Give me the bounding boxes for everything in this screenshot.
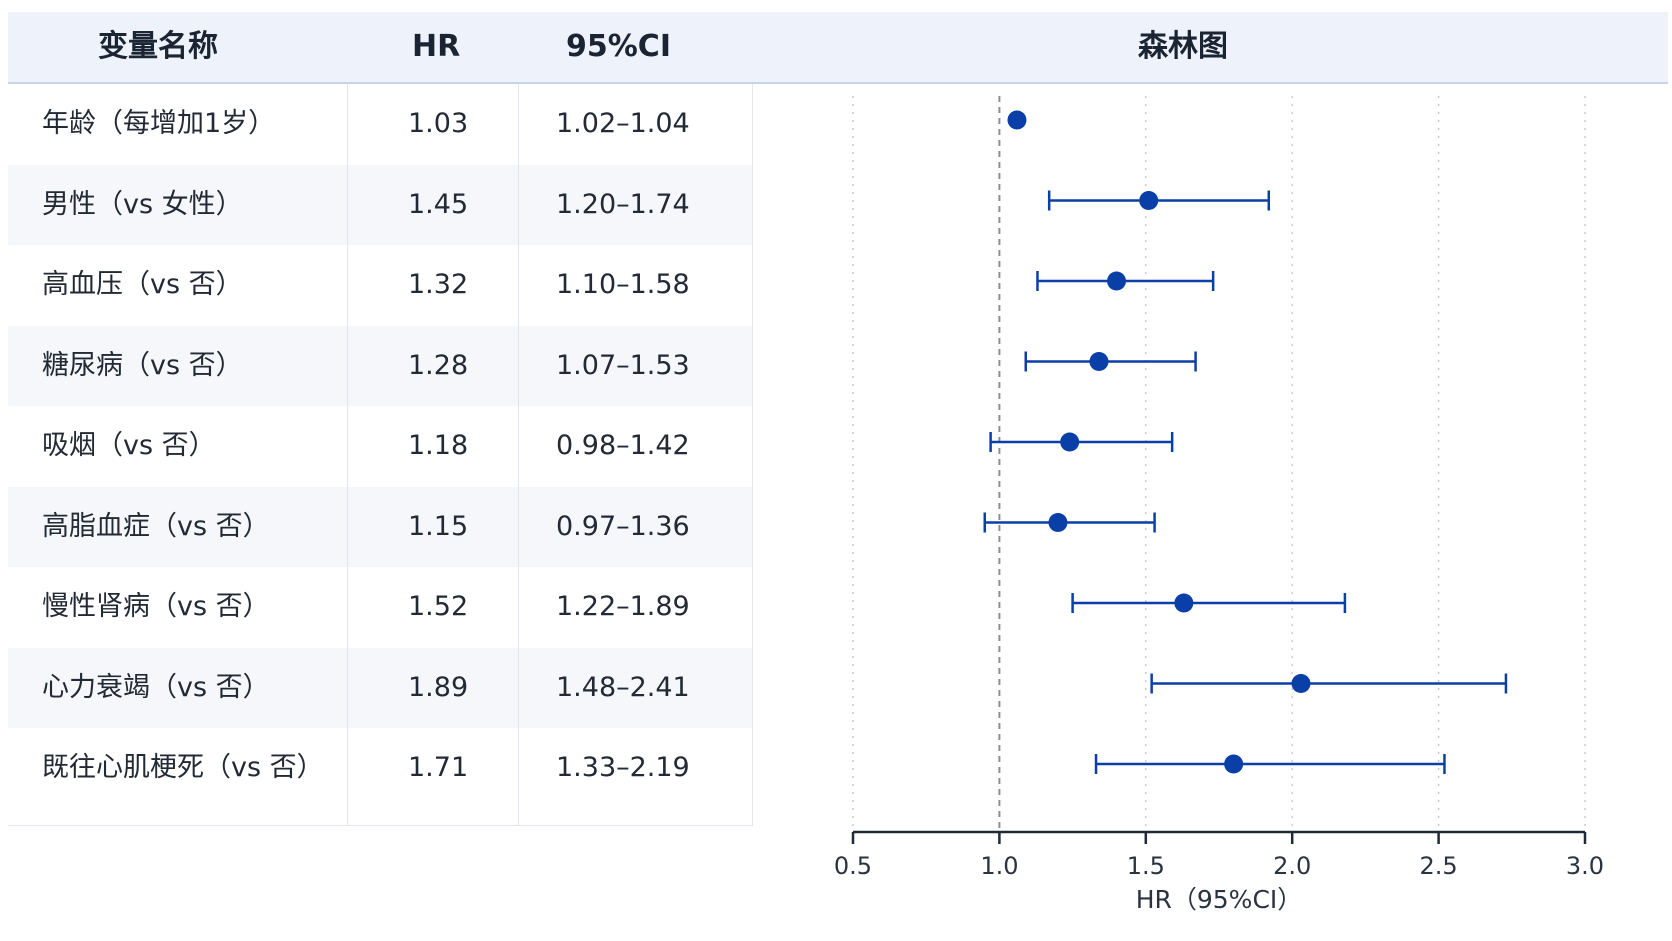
variable-name: 男性（vs 女性）	[42, 188, 243, 220]
table-row: 年龄（每增加1岁） 1.03 1.02–1.04	[8, 84, 752, 165]
x-tick-label: 1.0	[980, 852, 1018, 880]
table-row: 吸烟（vs 否） 1.18 0.98–1.42	[8, 406, 752, 487]
table-row: 慢性肾病（vs 否） 1.52 1.22–1.89	[8, 567, 752, 648]
x-tick-label: 0.5	[834, 852, 872, 880]
variable-name: 年龄（每增加1岁）	[42, 108, 276, 139]
x-axis-label: HR（95%CI）	[1136, 885, 1303, 914]
ci-value: 1.48–2.41	[556, 671, 690, 703]
hr-point	[1060, 432, 1080, 452]
hr-value: 1.89	[408, 671, 469, 703]
variable-name: 心力衰竭（vs 否）	[42, 671, 270, 703]
ci-value: 1.20–1.74	[556, 188, 690, 220]
variable-name: 糖尿病（vs 否）	[42, 349, 243, 381]
header-ci: 95%CI	[566, 29, 671, 64]
hr-value: 1.32	[408, 269, 469, 300]
hr-point	[1291, 674, 1311, 693]
ci-value: 1.33–2.19	[556, 752, 690, 783]
hr-point	[1174, 593, 1194, 613]
hr-value: 1.28	[408, 349, 469, 381]
ci-value: 0.98–1.42	[556, 430, 690, 461]
ci-value: 1.07–1.53	[556, 349, 690, 381]
hr-point	[1089, 352, 1109, 371]
table-row: 糖尿病（vs 否） 1.28 1.07–1.53	[8, 325, 752, 406]
table-row: 男性（vs 女性） 1.45 1.20–1.74	[8, 164, 752, 245]
hr-value: 1.52	[408, 591, 469, 622]
ci-value: 1.02–1.04	[556, 108, 690, 139]
hr-value: 1.45	[408, 188, 469, 220]
ci-value: 0.97–1.36	[556, 510, 690, 542]
x-tick-label: 3.0	[1566, 852, 1604, 880]
hr-value: 1.71	[408, 752, 469, 783]
table-header: 变量名称 HR 95%CI 森林图	[8, 12, 1668, 84]
table-row: 高血压（vs 否） 1.32 1.10–1.58	[8, 245, 752, 326]
variable-name: 慢性肾病（vs 否）	[42, 591, 270, 622]
ci-value: 1.10–1.58	[556, 269, 690, 300]
table-row: 心力衰竭（vs 否） 1.89 1.48–2.41	[8, 647, 752, 728]
variable-name: 高血压（vs 否）	[42, 269, 243, 300]
hr-point	[1048, 513, 1068, 532]
variable-name: 高脂血症（vs 否）	[42, 510, 270, 542]
header-variable: 变量名称	[98, 29, 218, 64]
column-divider	[347, 84, 348, 826]
hr-point	[1007, 110, 1027, 130]
header-hr: HR	[412, 29, 461, 64]
hr-point	[1107, 271, 1127, 291]
hr-point	[1139, 191, 1159, 210]
hr-value: 1.15	[408, 510, 469, 542]
results-table: 年龄（每增加1岁） 1.03 1.02–1.04 男性（vs 女性） 1.45 1.20–…	[8, 84, 753, 826]
header-forest-plot: 森林图	[1138, 29, 1228, 64]
hr-value: 1.03	[408, 108, 469, 139]
x-tick-label: 1.5	[1127, 852, 1165, 880]
x-tick-label: 2.5	[1420, 852, 1458, 880]
table-row: 既往心肌梗死（vs 否） 1.71 1.33–2.19	[8, 728, 752, 809]
x-tick-label: 2.0	[1273, 852, 1311, 880]
variable-name: 既往心肌梗死（vs 否）	[42, 752, 324, 783]
column-divider	[518, 84, 519, 826]
hr-point	[1224, 754, 1244, 774]
table-row: 高脂血症（vs 否） 1.15 0.97–1.36	[8, 486, 752, 567]
hr-value: 1.18	[408, 430, 469, 461]
ci-value: 1.22–1.89	[556, 591, 690, 622]
variable-name: 吸烟（vs 否）	[42, 430, 216, 461]
